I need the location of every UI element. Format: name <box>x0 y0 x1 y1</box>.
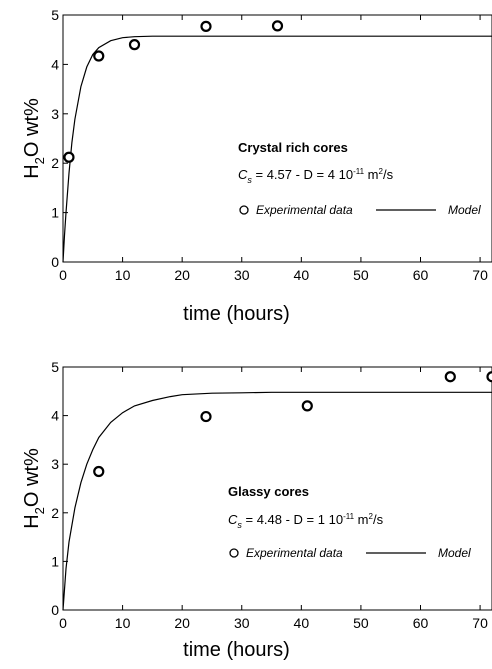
data-point <box>273 21 282 30</box>
legend-marker <box>240 206 248 214</box>
x-tick-label: 20 <box>174 615 190 631</box>
x-axis-title: time (hours) <box>183 303 290 325</box>
y-tick-label: 4 <box>51 408 59 424</box>
x-tick-label: 70 <box>472 267 488 283</box>
x-tick-label: 50 <box>353 615 369 631</box>
eq-exponent: -11 <box>343 512 355 521</box>
x-tick-label: 20 <box>174 267 190 283</box>
y-axis-title-main: H <box>21 514 43 528</box>
x-tick-label: 30 <box>234 267 250 283</box>
y-tick-label: 5 <box>51 7 59 23</box>
x-axis-title: time (hours) <box>183 639 290 661</box>
eq-unit-rest: /s <box>383 167 394 182</box>
x-tick-label: 60 <box>413 615 429 631</box>
x-tick-label: 60 <box>413 267 429 283</box>
data-point <box>202 22 211 31</box>
y-tick-label: 3 <box>51 456 59 472</box>
data-point <box>446 372 455 381</box>
x-tick-label: 30 <box>234 615 250 631</box>
y-tick-label: 1 <box>51 553 59 569</box>
legend-experimental-label: Experimental data <box>246 546 343 560</box>
eq-body: = 4.57 - D = 4 10 <box>252 167 353 182</box>
y-axis-title: H2O wt% <box>21 448 47 529</box>
data-point <box>94 467 103 476</box>
data-point <box>94 52 103 61</box>
y-axis-title-sub: 2 <box>32 157 47 164</box>
y-tick-label: 0 <box>51 602 59 618</box>
x-tick-label: 40 <box>294 615 310 631</box>
legend-experimental-label: Experimental data <box>256 203 353 217</box>
eq-unit: m <box>364 167 378 182</box>
y-tick-label: 2 <box>51 155 59 171</box>
x-tick-label: 70 <box>472 615 488 631</box>
data-point <box>64 153 73 162</box>
x-tick-label: 0 <box>59 615 67 631</box>
y-axis-title: H2O wt% <box>21 98 47 179</box>
model-line <box>63 392 492 610</box>
eq-unit-rest: /s <box>373 512 384 527</box>
annotation-title: Crystal rich cores <box>238 140 348 155</box>
eq-body: = 4.48 - D = 1 10 <box>242 512 343 527</box>
x-tick-label: 10 <box>115 615 131 631</box>
x-tick-label: 0 <box>59 267 67 283</box>
y-tick-label: 0 <box>51 254 59 270</box>
legend-model-label: Model <box>438 546 471 560</box>
legend-marker <box>230 549 238 557</box>
y-axis-title-main: H <box>21 164 43 178</box>
y-tick-label: 3 <box>51 106 59 122</box>
y-axis-title-rest: O wt% <box>21 98 43 157</box>
data-point <box>130 40 139 49</box>
y-tick-label: 5 <box>51 359 59 375</box>
annotation-equation: Cs = 4.57 - D = 4 10-11 m2/s <box>238 167 394 185</box>
annotation-title: Glassy cores <box>228 484 309 499</box>
data-point <box>303 401 312 410</box>
y-axis-title-sub: 2 <box>32 507 47 514</box>
annotation-equation: Cs = 4.48 - D = 1 10-11 m2/s <box>228 512 384 530</box>
data-point <box>202 412 211 421</box>
eq-unit: m <box>354 512 368 527</box>
x-tick-label: 40 <box>294 267 310 283</box>
y-axis-title-rest: O wt% <box>21 448 43 507</box>
data-point <box>488 372 492 381</box>
x-tick-label: 10 <box>115 267 131 283</box>
y-tick-label: 1 <box>51 205 59 221</box>
legend-model-label: Model <box>448 203 481 217</box>
y-tick-label: 4 <box>51 56 59 72</box>
y-tick-label: 2 <box>51 505 59 521</box>
eq-exponent: -11 <box>353 167 365 176</box>
x-tick-label: 50 <box>353 267 369 283</box>
plot-frame <box>63 15 492 262</box>
